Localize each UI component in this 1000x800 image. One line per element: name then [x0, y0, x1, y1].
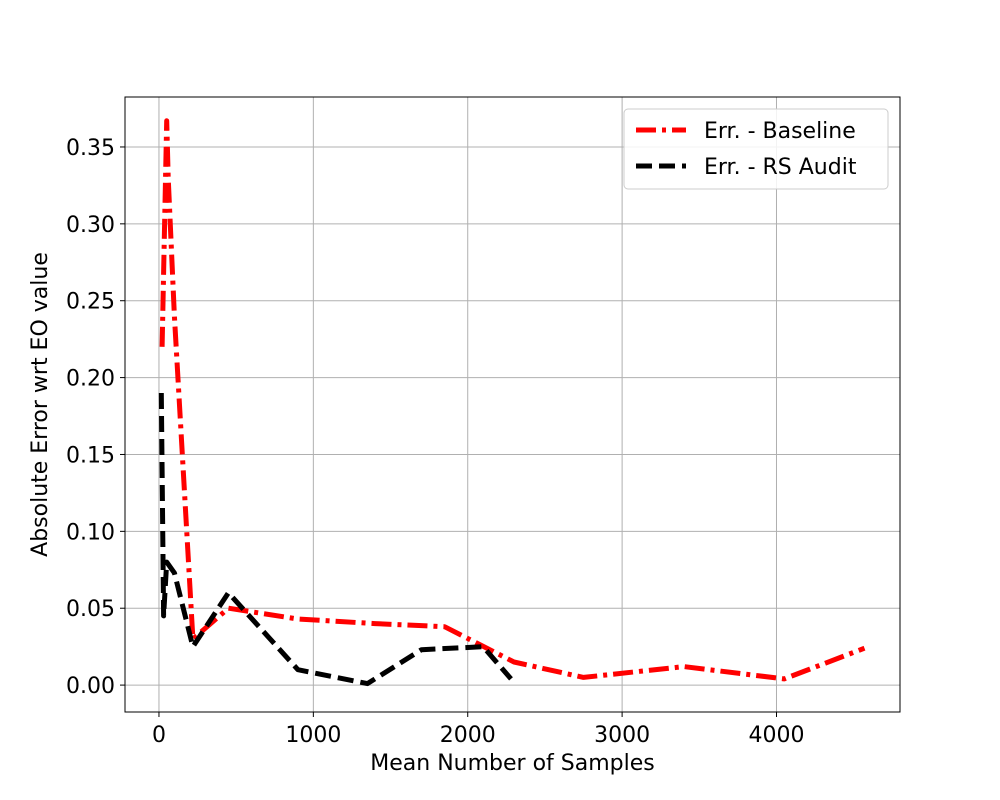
x-tick-label: 3000 [594, 723, 650, 748]
series-line-1 [158, 392, 513, 687]
y-tick-label: 0.05 [66, 597, 115, 622]
x-axis-label: Mean Number of Samples [370, 751, 654, 776]
legend-label-baseline: Err. - Baseline [704, 119, 856, 144]
y-axis-label: Absolute Error wrt EO value [28, 252, 53, 557]
y-tick-label: 0.10 [66, 520, 115, 545]
axis-ticks: 0 1000 2000 3000 4000 0.00 0.05 0.10 0.15 0.20 0.2… [66, 136, 804, 748]
x-tick-label: 2000 [440, 723, 496, 748]
legend: Err. - Baseline Err. - RS Audit [623, 108, 889, 190]
legend-box [623, 108, 889, 190]
x-tick-label: 0 [152, 723, 166, 748]
y-tick-label: 0.35 [66, 136, 115, 161]
x-tick-label: 1000 [285, 723, 341, 748]
y-tick-label: 0.25 [66, 290, 115, 315]
y-tick-label: 0.00 [66, 674, 115, 699]
series-lines [158, 118, 866, 687]
grid-lines [125, 97, 900, 712]
y-tick-label: 0.15 [66, 443, 115, 468]
y-tick-label: 0.30 [66, 213, 115, 238]
y-tick-label: 0.20 [66, 367, 115, 392]
series-line-0 [159, 118, 866, 682]
legend-label-rs-audit: Err. - RS Audit [704, 155, 857, 180]
x-tick-label: 4000 [748, 723, 804, 748]
plot-frame [124, 96, 901, 713]
